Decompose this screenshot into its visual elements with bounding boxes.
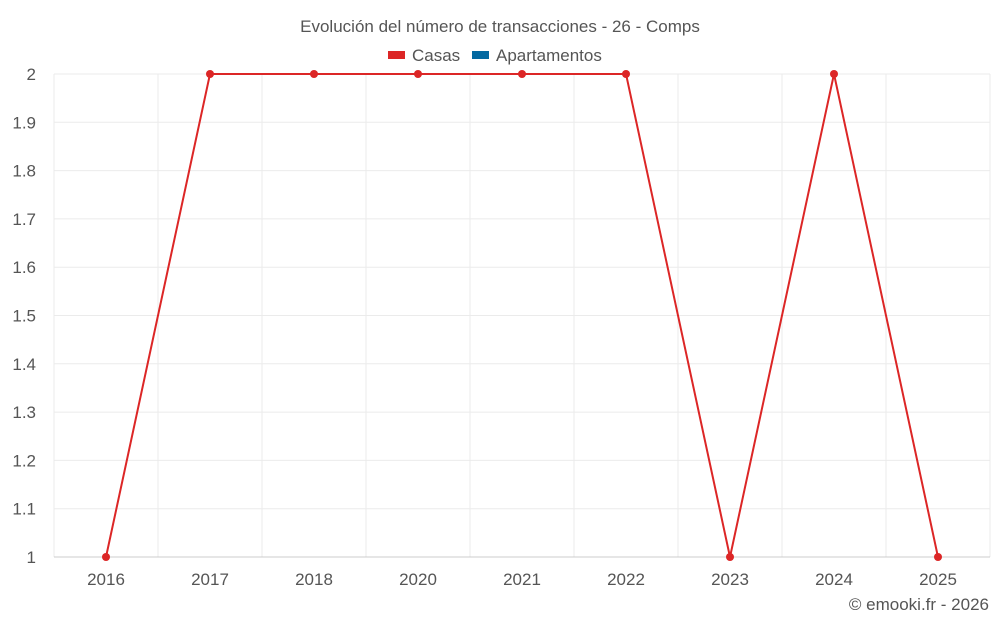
x-tick-label: 2017 [191,570,229,589]
credit: © emooki.fr - 2026 [849,595,989,614]
y-tick-label: 1.5 [12,307,36,326]
y-tick-label: 1.4 [12,355,36,374]
x-tick-label: 2023 [711,570,749,589]
legend-label-apartamentos[interactable]: Apartamentos [496,46,602,65]
data-point [726,553,734,561]
legend-swatch-apartamentos [472,51,489,59]
y-tick-label: 2 [27,65,36,84]
x-tick-label: 2021 [503,570,541,589]
y-tick-label: 1.6 [12,258,36,277]
data-point [830,70,838,78]
y-tick-label: 1.7 [12,210,36,229]
chart-title: Evolución del número de transacciones - … [300,17,700,36]
x-tick-label: 2024 [815,570,853,589]
y-tick-label: 1.8 [12,162,36,181]
y-tick-label: 1.3 [12,403,36,422]
x-tick-label: 2022 [607,570,645,589]
x-tick-label: 2020 [399,570,437,589]
x-tick-label: 2018 [295,570,333,589]
y-tick-label: 1 [27,548,36,567]
data-point [414,70,422,78]
data-point [102,553,110,561]
y-tick-label: 1.9 [12,113,36,132]
data-point [310,70,318,78]
data-point [206,70,214,78]
y-tick-label: 1.2 [12,451,36,470]
legend-label-casas[interactable]: Casas [412,46,460,65]
y-tick-label: 1.1 [12,500,36,519]
x-tick-label: 2025 [919,570,957,589]
data-point [934,553,942,561]
data-point [622,70,630,78]
legend-swatch-casas [388,51,405,59]
data-point [518,70,526,78]
x-tick-label: 2016 [87,570,125,589]
legend: Casas Apartamentos [388,46,602,65]
